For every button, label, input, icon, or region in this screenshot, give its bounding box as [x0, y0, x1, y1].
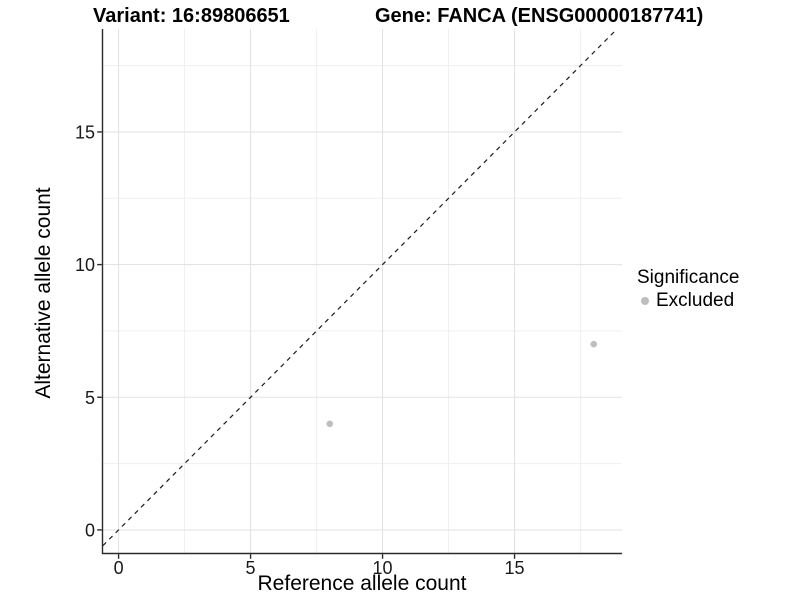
x-axis-title: Reference allele count: [257, 572, 467, 595]
y-tick-label: 5: [85, 388, 95, 408]
identity-reference-line: [102, 28, 618, 546]
y-tick-label: 10: [75, 255, 95, 275]
x-tick-label: 0: [114, 558, 124, 578]
legend-item-label: Excluded: [656, 290, 735, 311]
panel-background: [103, 29, 622, 553]
plot-title-variant: Variant: 16:89806651: [93, 5, 290, 27]
y-tick-label: 0: [85, 520, 95, 540]
data-point: [590, 340, 598, 348]
x-tick-label: 15: [505, 558, 525, 578]
x-tick-label: 5: [246, 558, 256, 578]
legend-item-excluded: Excluded: [637, 290, 739, 311]
legend: Significance Excluded: [637, 267, 739, 311]
legend-key-dot-icon: [641, 296, 649, 305]
data-point: [326, 420, 334, 428]
plot-title-gene: Gene: FANCA (ENSG00000187741): [375, 5, 704, 27]
x-tick-label: 10: [373, 558, 393, 578]
y-tick-label: 15: [75, 122, 95, 142]
y-axis-title: Alternative allele count: [32, 187, 55, 399]
legend-title: Significance: [637, 267, 740, 288]
